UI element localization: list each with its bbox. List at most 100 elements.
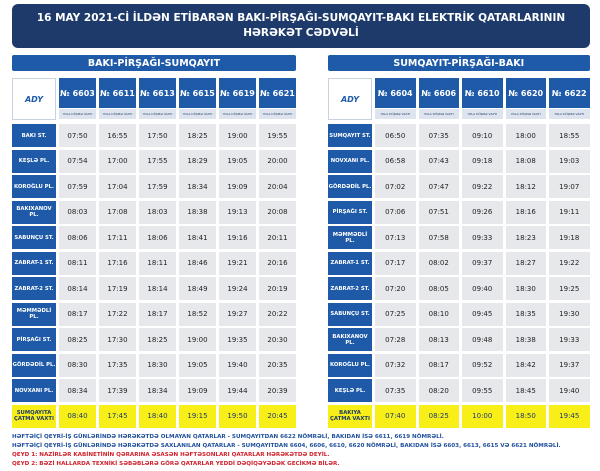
time-cell: 08:30 xyxy=(59,353,96,377)
station: KEŞLƏ PL. xyxy=(328,379,372,402)
train-number: № 6621 xyxy=(259,78,296,108)
time-cell: 19:25 xyxy=(549,277,590,300)
time-cell: 19:22 xyxy=(549,251,590,275)
time-cell: 08:05 xyxy=(418,277,459,300)
time-cell: 09:26 xyxy=(462,200,503,224)
time-cell: 07:17 xyxy=(375,251,416,275)
time-cell: 20:30 xyxy=(259,328,296,351)
time-cell: 19:11 xyxy=(549,200,590,224)
column-note: YOLA DÜŞMƏ VAXTI xyxy=(418,109,459,119)
station: PİRŞAĞI ST. xyxy=(12,328,56,351)
time-cell: 07:35 xyxy=(375,379,416,402)
time-cell: 17:08 xyxy=(99,200,136,224)
column-note: YOLA DÜŞMƏ VAXTI xyxy=(505,109,546,119)
time-cell: 19:15 xyxy=(179,404,216,428)
time-cell: 08:34 xyxy=(59,379,96,402)
station: SABUNÇU ST. xyxy=(12,226,56,249)
time-cell: 19:27 xyxy=(219,302,256,326)
time-cell: 09:33 xyxy=(462,226,503,249)
time-cell: 19:18 xyxy=(549,226,590,249)
time-cell: 18:49 xyxy=(179,277,216,300)
time-cell: 08:13 xyxy=(418,328,459,351)
column-note: YOLA DÜŞMƏ VAXTI xyxy=(549,109,590,119)
train-number: № 6611 xyxy=(99,78,136,108)
time-cell: 07:20 xyxy=(375,277,416,300)
column-note: YOLA DÜŞMƏ VAXTI xyxy=(375,109,416,119)
time-cell: 18:40 xyxy=(139,404,176,428)
footnote: QEYD 1: NAZİRLƏR KABİNETİNİN QƏRARINA ƏS… xyxy=(12,452,330,459)
time-cell: 18:00 xyxy=(505,124,546,147)
time-cell: 17:00 xyxy=(99,149,136,173)
time-cell: 18:42 xyxy=(505,353,546,377)
time-cell: 20:08 xyxy=(259,200,296,224)
time-cell: 07:59 xyxy=(59,175,96,198)
train-number: № 6604 xyxy=(375,78,416,108)
station: ZABRAT-1 ST. xyxy=(328,251,372,275)
time-cell: 19:13 xyxy=(219,200,256,224)
time-cell: 18:34 xyxy=(139,379,176,402)
time-cell: 19:37 xyxy=(549,353,590,377)
station: NOVXANI PL. xyxy=(12,379,56,402)
time-cell: 09:10 xyxy=(462,124,503,147)
column-note: YOLA DÜŞMƏ VAXTI xyxy=(219,109,256,119)
time-cell: 20:19 xyxy=(259,277,296,300)
time-cell: 17:35 xyxy=(99,353,136,377)
time-cell: 09:40 xyxy=(462,277,503,300)
station: SUMQAYITA ÇATMA VAXTI xyxy=(12,404,56,428)
time-cell: 09:18 xyxy=(462,149,503,173)
time-cell: 19:44 xyxy=(219,379,256,402)
time-cell: 18:34 xyxy=(179,175,216,198)
time-cell: 07:58 xyxy=(418,226,459,249)
time-cell: 19:33 xyxy=(549,328,590,351)
time-cell: 07:43 xyxy=(418,149,459,173)
column-note: YOLA DÜŞMƏ VAXTI xyxy=(139,109,176,119)
time-cell: 20:45 xyxy=(259,404,296,428)
station: KEŞLƏ PL. xyxy=(12,149,56,173)
footnote: HƏFTƏİÇİ QEYRİ-İŞ GÜNLƏRİNDƏ HƏRƏKƏTDƏ S… xyxy=(12,442,561,449)
time-cell: 09:48 xyxy=(462,328,503,351)
station: BAKIYA ÇATMA VAXTI xyxy=(328,404,372,428)
time-cell: 19:50 xyxy=(219,404,256,428)
time-cell: 19:45 xyxy=(549,404,590,428)
table-heading: SUMQAYIT-PİRŞAĞI-BAKI xyxy=(328,55,590,71)
time-cell: 18:25 xyxy=(139,328,176,351)
time-cell: 18:16 xyxy=(505,200,546,224)
time-cell: 17:11 xyxy=(99,226,136,249)
train-number: № 6606 xyxy=(418,78,459,108)
time-cell: 18:50 xyxy=(505,404,546,428)
time-cell: 18:23 xyxy=(505,226,546,249)
station: KOROĞLU PL. xyxy=(328,353,372,377)
time-cell: 20:39 xyxy=(259,379,296,402)
table-heading: BAKI-PİRŞAĞI-SUMQAYIT xyxy=(12,55,296,71)
time-cell: 19:07 xyxy=(549,175,590,198)
time-cell: 17:22 xyxy=(99,302,136,326)
time-cell: 08:25 xyxy=(418,404,459,428)
time-cell: 06:58 xyxy=(375,149,416,173)
time-cell: 17:39 xyxy=(99,379,136,402)
time-cell: 18:38 xyxy=(505,328,546,351)
time-cell: 18:17 xyxy=(139,302,176,326)
time-cell: 09:55 xyxy=(462,379,503,402)
time-cell: 08:11 xyxy=(59,251,96,275)
time-cell: 18:08 xyxy=(505,149,546,173)
time-cell: 19:09 xyxy=(179,379,216,402)
time-cell: 09:22 xyxy=(462,175,503,198)
time-cell: 18:55 xyxy=(549,124,590,147)
time-cell: 07:47 xyxy=(418,175,459,198)
time-cell: 07:54 xyxy=(59,149,96,173)
time-cell: 19:21 xyxy=(219,251,256,275)
time-cell: 17:55 xyxy=(139,149,176,173)
time-cell: 18:29 xyxy=(179,149,216,173)
time-cell: 20:22 xyxy=(259,302,296,326)
station: NOVXANI PL. xyxy=(328,149,372,173)
station: KOROĞLU PL. xyxy=(12,175,56,198)
time-cell: 09:37 xyxy=(462,251,503,275)
time-cell: 08:02 xyxy=(418,251,459,275)
time-cell: 18:25 xyxy=(179,124,216,147)
time-cell: 18:03 xyxy=(139,200,176,224)
footnote: QEYD 2: BƏZİ HALLARDA TEXNİKİ SƏBƏBLƏRƏ … xyxy=(12,461,340,468)
title: 16 MAY 2021-Cİ İLDƏN ETİBARƏN BAKI-PİRŞA… xyxy=(12,4,590,48)
station: GÖRDƏDİL PL. xyxy=(328,175,372,198)
time-cell: 08:40 xyxy=(59,404,96,428)
